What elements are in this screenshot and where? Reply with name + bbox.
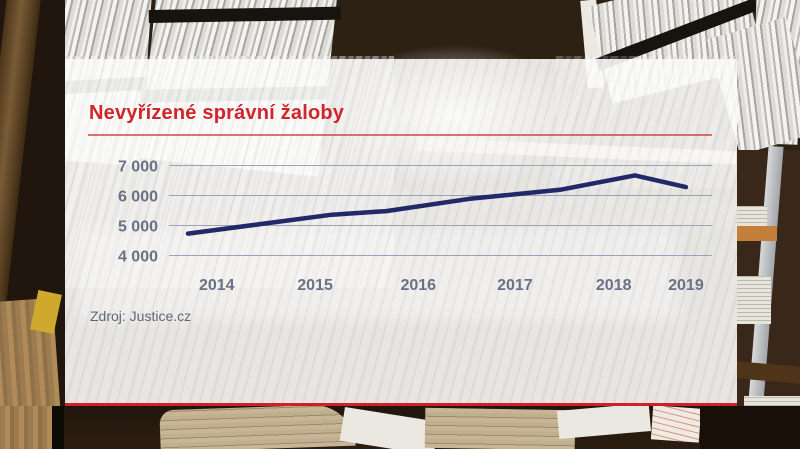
source-label: Zdroj: Justice.cz bbox=[90, 308, 192, 324]
svg-text:2016: 2016 bbox=[400, 277, 436, 294]
bottom-annotated-sheet bbox=[650, 405, 702, 443]
bundle-strap bbox=[148, 6, 341, 24]
svg-text:2014: 2014 bbox=[199, 277, 235, 294]
right-paper-stack bbox=[737, 276, 771, 324]
chart-card: Nevyřízené správní žaloby 7 000 6 000 5 00… bbox=[65, 59, 737, 406]
svg-text:4 000: 4 000 bbox=[118, 249, 158, 266]
svg-text:2017: 2017 bbox=[497, 277, 533, 294]
svg-text:2015: 2015 bbox=[297, 277, 333, 294]
bottom-file-stack bbox=[159, 403, 356, 449]
svg-text:2019: 2019 bbox=[668, 277, 704, 294]
chart-title: Nevyřízené správní žaloby bbox=[89, 102, 345, 124]
bottom-file-stack bbox=[424, 407, 576, 449]
svg-text:6 000: 6 000 bbox=[118, 189, 158, 206]
bottom-dark-corner bbox=[700, 406, 800, 449]
bottom-wood-edge bbox=[52, 406, 64, 449]
svg-text:2018: 2018 bbox=[596, 277, 632, 294]
title-divider bbox=[88, 134, 712, 136]
line-chart: 7 000 6 000 5 000 4 000 2014 2015 2016 2017 2018… bbox=[118, 159, 712, 294]
svg-text:5 000: 5 000 bbox=[118, 219, 158, 236]
right-orange-folder bbox=[737, 226, 777, 241]
svg-text:7 000: 7 000 bbox=[118, 159, 158, 176]
